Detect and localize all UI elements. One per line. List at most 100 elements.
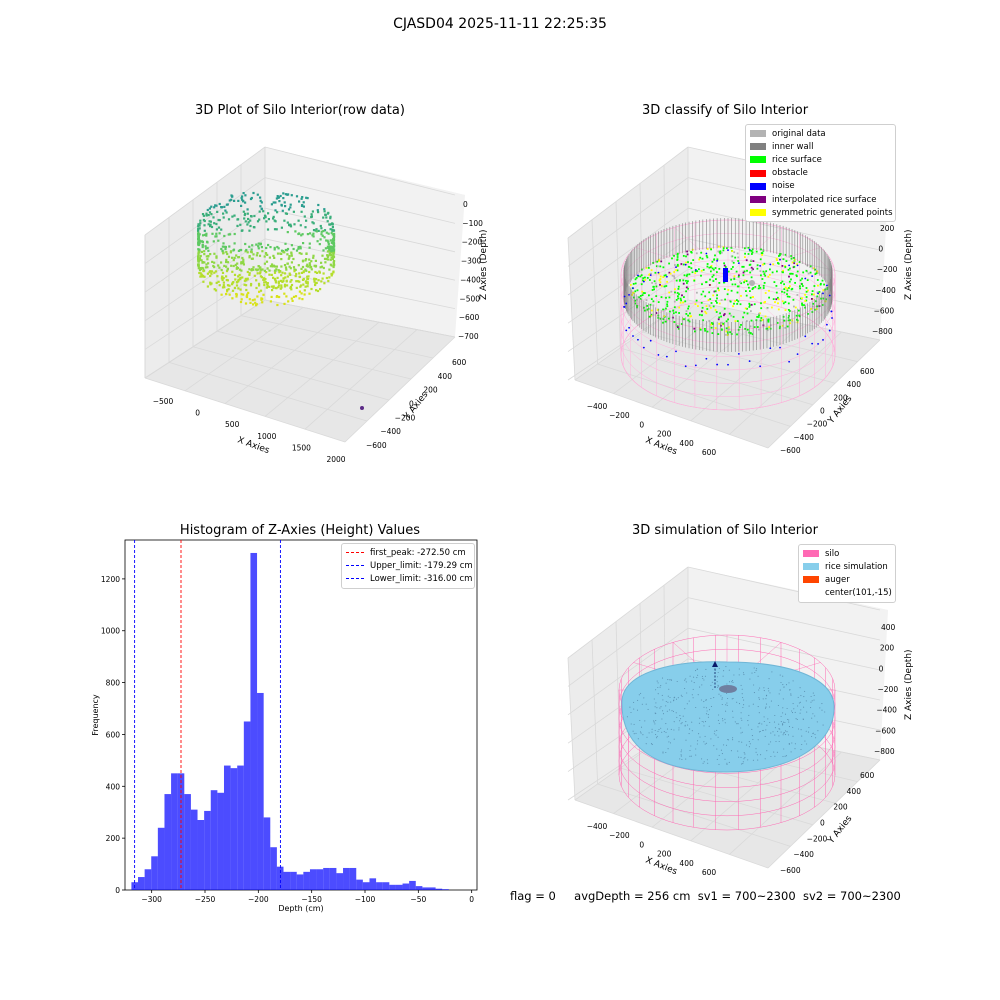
- rice-sim-point: [654, 723, 656, 725]
- classified-point: [696, 291, 698, 294]
- rice-sim-point: [696, 743, 698, 745]
- classified-point: [678, 312, 680, 314]
- rice-sim-point: [704, 675, 706, 677]
- raw-point: [244, 242, 247, 246]
- rice-sim-point: [633, 733, 635, 735]
- raw-point: [224, 245, 227, 249]
- classified-point: [811, 290, 814, 292]
- classified-point: [679, 301, 682, 304]
- rice-sim-point: [768, 678, 770, 680]
- rice-sim-point: [702, 721, 705, 723]
- classified-point: [775, 298, 778, 301]
- classified-point: [788, 295, 791, 298]
- raw-point: [215, 222, 218, 226]
- rice-sim-point: [660, 684, 662, 687]
- classified-point: [788, 275, 790, 278]
- raw-point: [197, 243, 200, 246]
- sv2-text: sv2 = 700~2300: [802, 889, 901, 903]
- raw-point: [331, 233, 334, 236]
- classified-point: [749, 263, 752, 266]
- classified-point: [685, 313, 688, 315]
- raw-point: [320, 233, 323, 236]
- rice-sim-point: [691, 730, 693, 732]
- silo-spoke: [727, 227, 782, 276]
- raw-point: [259, 199, 262, 202]
- classified-point: [749, 325, 752, 328]
- rice-sim-point: [630, 711, 632, 714]
- rice-sim-point: [661, 677, 664, 679]
- rice-sim-point: [784, 730, 787, 732]
- classified-point: [665, 307, 667, 310]
- noise-point: [748, 360, 751, 363]
- noise-point: [657, 271, 660, 274]
- noise-point: [642, 280, 645, 283]
- classified-point: [723, 288, 726, 290]
- raw-point: [197, 257, 200, 260]
- rice-sim-point: [706, 759, 708, 761]
- raw-point: [325, 258, 328, 261]
- rice-sim-point: [651, 743, 653, 745]
- raw-point: [231, 270, 234, 273]
- classified-point: [700, 251, 703, 254]
- panel2-ytick: −200: [807, 420, 828, 429]
- raw-point: [250, 248, 253, 251]
- classified-point: [790, 272, 793, 275]
- classified-point: [687, 280, 689, 283]
- raw-point: [321, 254, 324, 257]
- rice-sim-point: [736, 701, 738, 703]
- rice-sim-point: [760, 754, 762, 756]
- classified-point: [823, 283, 825, 286]
- rice-sim-point: [780, 715, 782, 717]
- rice-sim-point: [680, 723, 682, 725]
- raw-point: [244, 201, 247, 204]
- rice-sim-point: [681, 758, 683, 761]
- rice-sim-point: [816, 721, 818, 723]
- classified-point: [713, 258, 716, 261]
- raw-point: [268, 256, 271, 259]
- panel2-legend-swatch: [750, 143, 766, 151]
- rice-sim-point: [776, 751, 778, 753]
- classified-point: [766, 307, 769, 310]
- rice-sim-point: [785, 684, 788, 686]
- raw-point: [223, 205, 226, 208]
- raw-point: [268, 269, 271, 272]
- classified-point: [760, 302, 762, 305]
- rice-sim-point: [680, 751, 682, 753]
- classified-point: [677, 326, 679, 329]
- rice-sim-point: [813, 694, 815, 696]
- rice-sim-point: [698, 722, 700, 724]
- classified-point: [700, 293, 703, 296]
- rice-sim-point: [791, 712, 794, 714]
- rice-sim-point: [728, 669, 730, 671]
- rice-sim-point: [757, 759, 759, 761]
- raw-point: [269, 265, 272, 268]
- raw-point: [329, 217, 332, 220]
- raw-point: [311, 210, 314, 213]
- rice-sim-point: [730, 750, 732, 752]
- raw-point: [259, 268, 262, 271]
- classified-point: [725, 330, 728, 333]
- raw-point: [209, 283, 212, 286]
- classified-point: [736, 303, 739, 305]
- classified-point: [662, 308, 664, 311]
- classified-point: [664, 320, 667, 323]
- classified-point: [638, 296, 641, 299]
- rice-sim-point: [783, 732, 785, 734]
- raw-point: [299, 224, 302, 227]
- classified-point: [805, 269, 808, 272]
- rice-sim-point: [678, 727, 680, 729]
- classified-point: [693, 327, 696, 330]
- rice-sim-point: [797, 728, 800, 730]
- raw-point: [226, 290, 229, 293]
- classified-point: [685, 290, 687, 293]
- classified-point: [682, 279, 685, 282]
- panel1-ztick: −600: [459, 313, 480, 322]
- classified-point: [699, 327, 701, 330]
- classified-point: [667, 317, 670, 320]
- histogram-xtick: −200: [248, 895, 269, 904]
- raw-point: [314, 264, 318, 267]
- classified-point: [718, 268, 721, 270]
- classified-point: [705, 305, 708, 307]
- rice-sim-point: [801, 735, 803, 737]
- classified-point: [781, 265, 784, 267]
